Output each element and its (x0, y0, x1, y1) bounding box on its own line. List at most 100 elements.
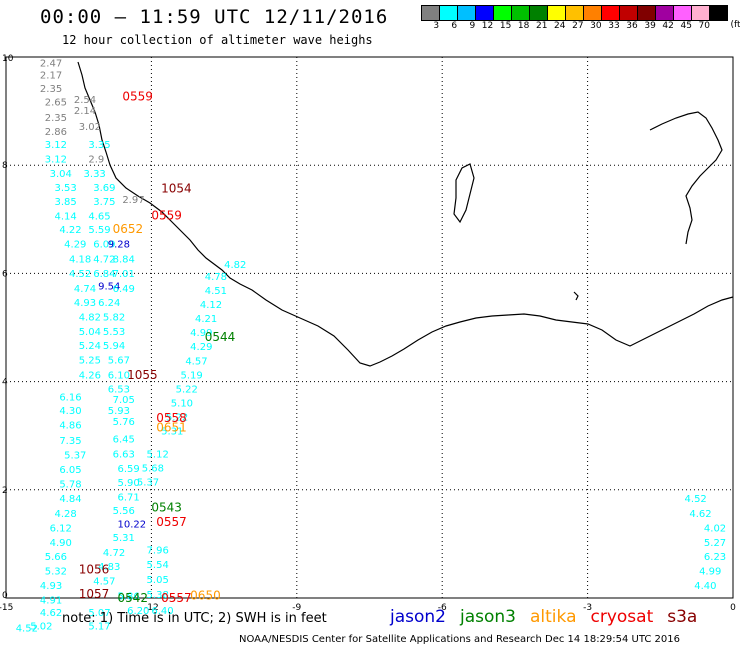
wave-height-label: 6.12 (50, 523, 72, 534)
africa-coastline (77, 61, 734, 367)
color-swatch (584, 6, 602, 20)
wave-height-label: 5.86 (117, 592, 139, 603)
wave-height-label: 3.35 (88, 140, 110, 151)
wave-height-label: 2.14 (74, 106, 96, 117)
satellite-jason2: jason2 (390, 607, 446, 627)
x-tick-label: -12 (144, 603, 159, 613)
wave-height-label: 6.20 (127, 606, 149, 617)
wave-height-label: 4.14 (54, 211, 76, 222)
wave-height-label: 5.94 (103, 341, 125, 352)
map-grid (5, 56, 734, 599)
pass-time-label: 1056 (79, 563, 110, 577)
x-tick-label: -9 (292, 603, 301, 613)
wave-height-label: 4.91 (40, 595, 62, 606)
color-swatch (692, 6, 710, 20)
pass-time-label: 0652 (113, 222, 144, 236)
wave-height-label: 4.57 (185, 356, 207, 367)
wave-height-label: 5.31 (161, 427, 183, 438)
wave-height-label: 5.93 (108, 406, 130, 417)
pass-time-label: 0543 (151, 500, 182, 514)
wave-height-label: 5.76 (113, 417, 135, 428)
wave-height-label: 5.27 (704, 538, 726, 549)
wave-height-label: 6.05 (59, 465, 81, 476)
color-swatch (602, 6, 620, 20)
color-scale-label: 12 (481, 21, 494, 31)
pass-time-label: 0558 (156, 411, 187, 425)
wave-height-label: 4.82 (79, 312, 101, 323)
wave-height-label: 6.49 (113, 284, 135, 295)
wave-height-label: 6.40 (151, 606, 173, 617)
wave-height-labels: 2.472.17 2.35 2.65 2.542.14 2.35 2.86 3.02 3.12… (16, 59, 726, 635)
wave-height-label: 4.99 (699, 567, 721, 578)
satellite-altika: altika (530, 607, 577, 627)
color-swatch (638, 6, 656, 20)
wave-height-label: 4.93 (74, 298, 96, 309)
color-swatch (530, 6, 548, 20)
wave-height-label: 4.28 (54, 509, 76, 520)
wave-height-label: 4.29 (190, 342, 212, 353)
wave-height-label: 4.90 (50, 538, 72, 549)
pass-time-label: 0542 (117, 591, 148, 605)
wave-height-label: 5.67 (108, 356, 130, 367)
color-swatch (548, 6, 566, 20)
wave-height-label: 4.02 (704, 523, 726, 534)
wave-height-label: 2.47 (40, 59, 62, 70)
wave-height-label: 5.38 (147, 590, 169, 601)
wave-height-label: 4.22 (59, 225, 81, 236)
wave-height-label: 2.65 (45, 98, 67, 109)
wave-height-label: 4.21 (195, 314, 217, 325)
nigeria-river-outline (649, 111, 723, 245)
wave-height-label: 5.17 (88, 621, 110, 632)
wave-height-label: 9.54 (98, 282, 120, 293)
wave-height-label: 3.69 (93, 183, 115, 194)
pass-time-label: 0651 (156, 420, 187, 434)
wave-height-label: 6.45 (113, 435, 135, 446)
color-swatch (620, 6, 638, 20)
wave-height-label: 4.29 (64, 239, 86, 250)
map-frame (5, 56, 734, 599)
color-scale-label: 33 (608, 21, 620, 31)
color-scale-label: 3 (433, 21, 440, 31)
color-scale-label: 39 (644, 21, 656, 31)
wave-height-label: 3.85 (54, 197, 76, 208)
map-title: 00:00 – 11:59 UTC 12/11/2016 (40, 6, 389, 28)
wave-height-label: 6.71 (117, 493, 139, 504)
x-tick-label: 0 (730, 603, 736, 613)
satellite-cryosat: cryosat (590, 607, 654, 627)
wave-height-label: 5.54 (147, 560, 169, 571)
satellite-jason3: jason3 (460, 607, 516, 627)
color-scale-label: 18 (517, 21, 530, 31)
y-tick-label: 0 (2, 591, 8, 601)
satellite-s3a: s3a (667, 607, 698, 627)
wave-height-label: 4.99 (190, 328, 212, 339)
wave-height-label: 4.51 (205, 286, 227, 297)
wave-height-label: 4.52 (16, 624, 38, 635)
color-scale-label: 45 (680, 21, 692, 31)
color-swatch (458, 6, 476, 20)
footer-credit: NOAA/NESDIS Center for Satellite Applica… (239, 634, 681, 645)
satellite-legend: jason2 jason3 altika cryosat s3a (390, 607, 711, 627)
color-scale-label: 6 (451, 21, 458, 31)
color-scale-label: 15 (499, 21, 512, 31)
wave-height-label: 5.04 (79, 327, 101, 338)
wave-height-label: 3.02 (79, 122, 101, 133)
color-swatch (512, 6, 530, 20)
wave-height-label: 5.90 (117, 478, 139, 489)
wave-height-label: 5.53 (103, 327, 125, 338)
color-swatch (674, 6, 692, 20)
wave-height-label: 5.07 (88, 608, 110, 619)
wave-height-label: 6.53 (108, 384, 130, 395)
wave-height-label: 5.37 (137, 477, 159, 488)
wave-height-label: 2.86 (45, 127, 67, 138)
wave-height-label: 2.9 (88, 154, 104, 165)
wave-height-label: 4.52 (69, 269, 91, 280)
map-subtitle: 12 hour collection of altimeter wave hei… (62, 33, 373, 47)
wave-height-label: 6.84 (93, 269, 115, 280)
wave-height-label: 4.30 (59, 406, 81, 417)
wave-height-label: 4.40 (694, 581, 716, 592)
pass-time-label: 0650 (190, 589, 221, 603)
lake-volta-outline (453, 163, 475, 224)
color-scale-label: 42 (662, 21, 674, 31)
